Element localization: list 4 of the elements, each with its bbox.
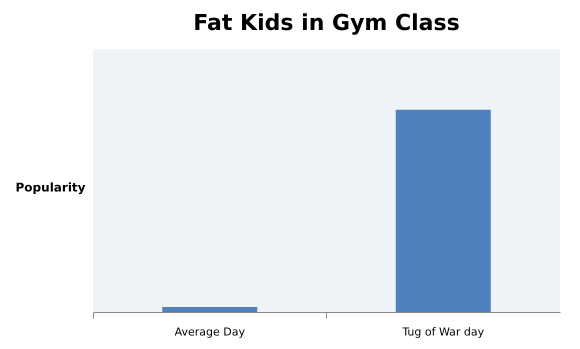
chart-title: Fat Kids in Gym Class [193, 11, 460, 36]
y-axis-title: Popularity [16, 180, 86, 194]
x-tick-label: Average Day [174, 326, 246, 338]
x-tick-label: Tug of War day [401, 326, 485, 338]
